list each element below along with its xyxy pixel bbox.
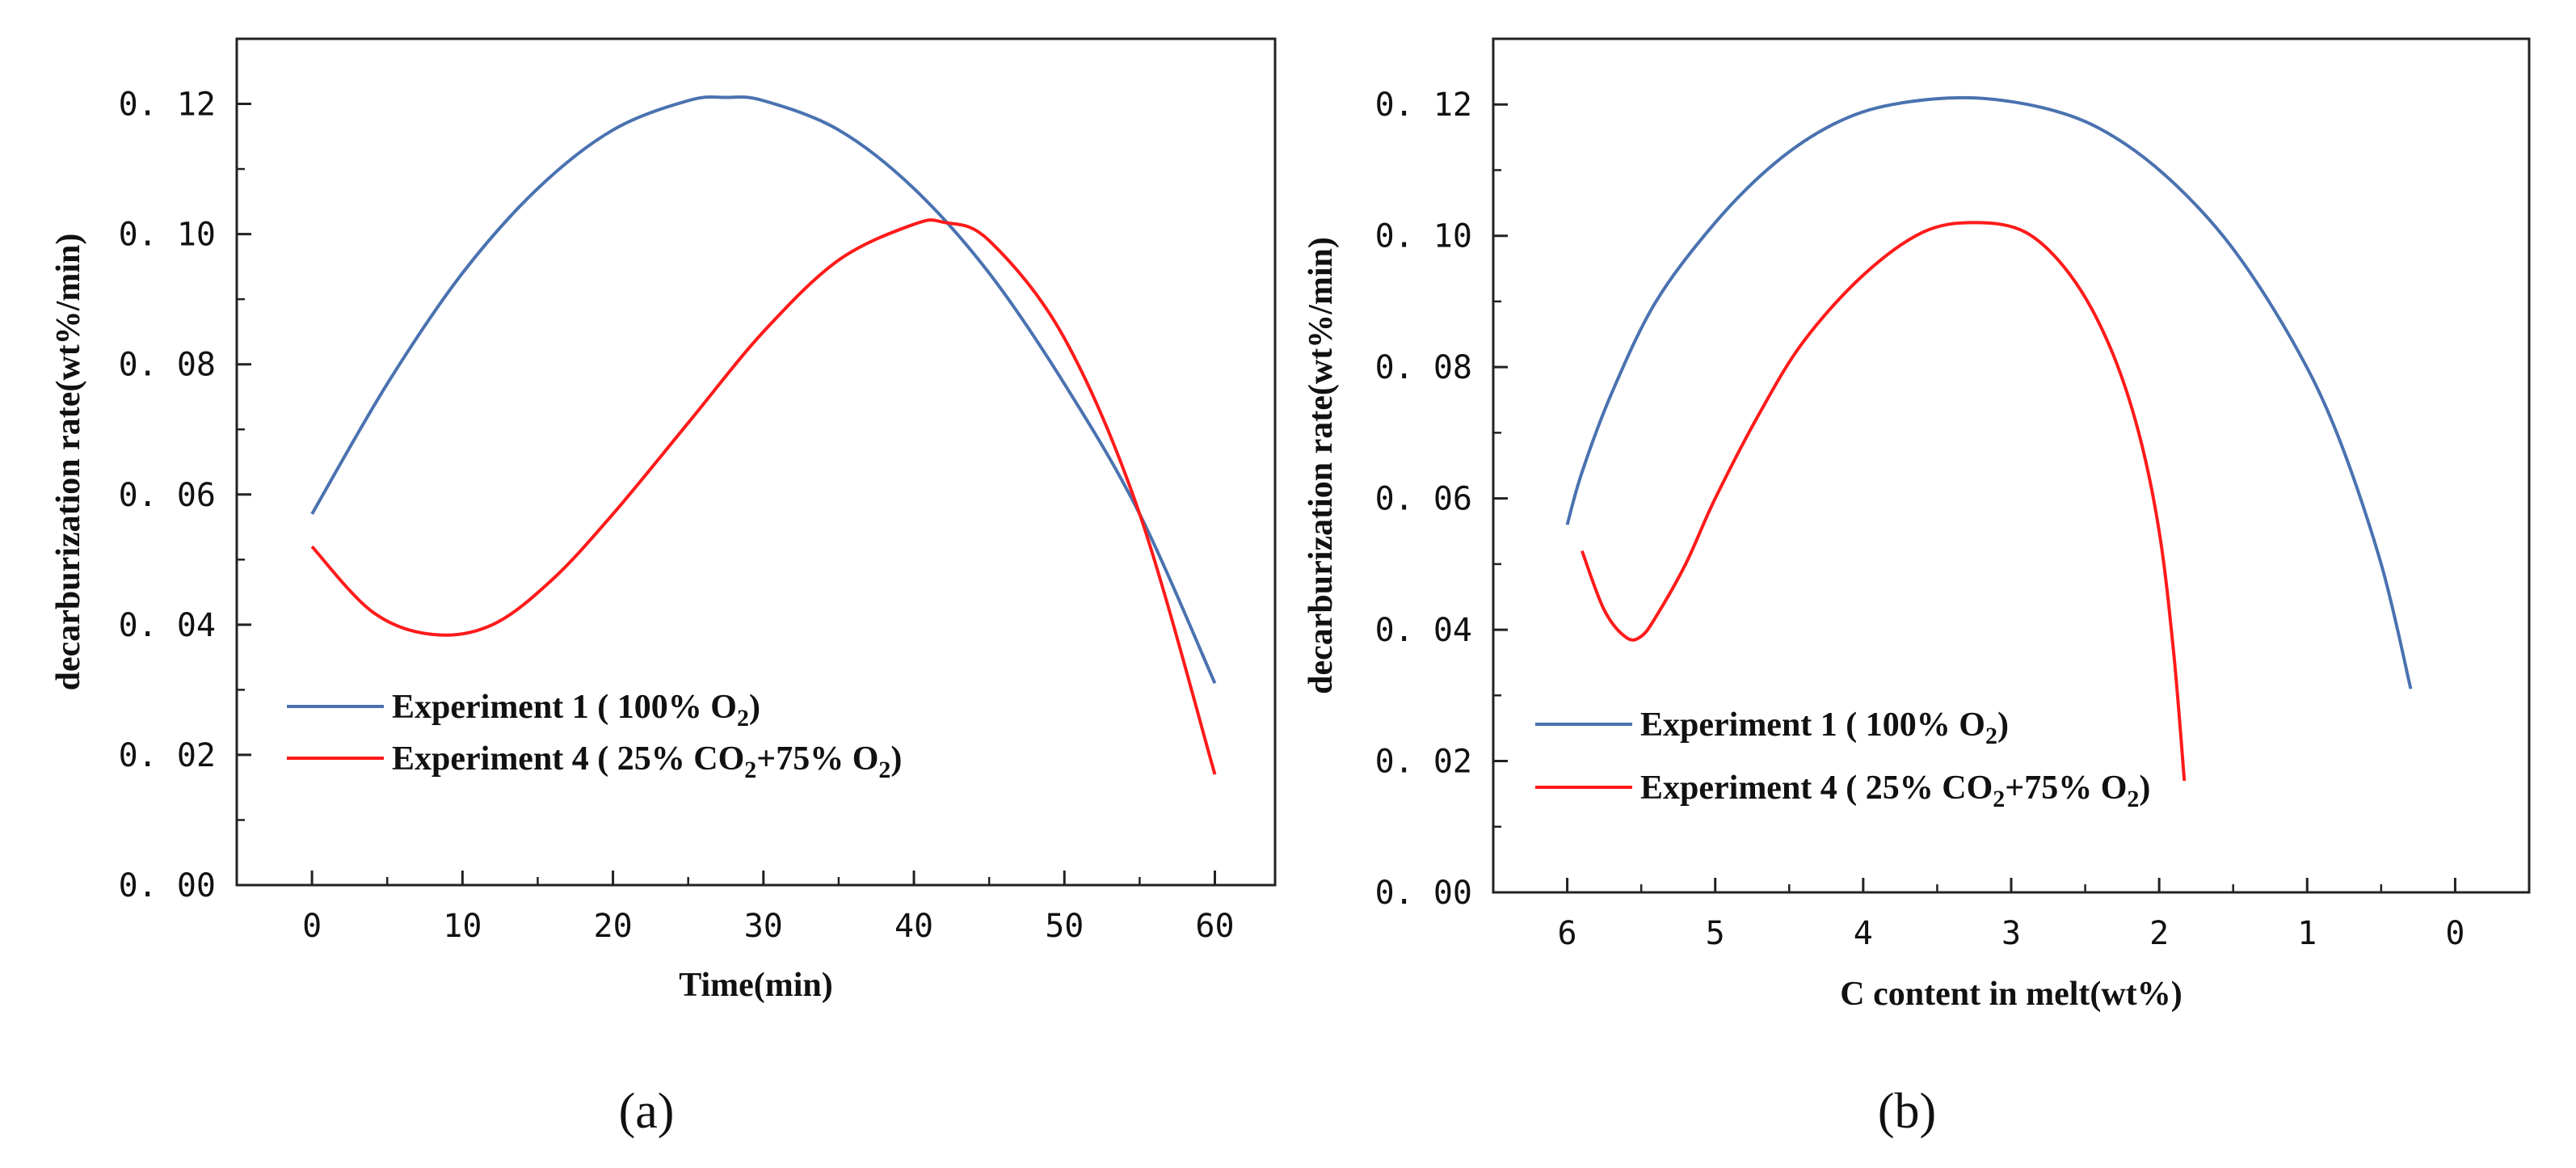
panel-a-series-2-line	[310, 218, 1217, 775]
panel-b-x-tick-label: 3	[2001, 915, 2021, 952]
panel-b-legend-entry-2: Experiment 4 ( 25% CO2+75% O2)	[1640, 770, 2150, 812]
panel-a-y-axis-label: decarburization rate(wt%/min)	[50, 234, 87, 691]
panel-a-y-tick-label: 0. 06	[119, 477, 216, 514]
panel-a-x-tick-label: 0	[302, 908, 322, 945]
panel-b-x-tick-label: 4	[1854, 915, 1873, 952]
panel-b-chart: 0. 00 0. 02 0. 04 0. 06 0. 08 0. 10 0. 12 6 5 4 3 2…	[1303, 37, 2531, 1139]
panel-a-y-tick-label: 0. 04	[119, 607, 216, 644]
panel-a-chart: 0. 00 0. 02 0. 04 0. 06 0. 08 0. 10 0. 12 0 10 20…	[50, 37, 1277, 1139]
panel-b-y-tick-label: 0. 00	[1375, 875, 1472, 912]
panel-b-x-tick-label: 6	[1558, 915, 1577, 952]
panel-a-panel-label: (a)	[619, 1084, 675, 1139]
panel-a-legend-entry-1: Experiment 1 ( 100% O2)	[392, 689, 760, 732]
panel-b-x-tick-label: 1	[2297, 915, 2317, 952]
panel-a-series-1-line	[310, 95, 1217, 685]
panel-a-y-tick-label: 0. 02	[119, 737, 216, 774]
panel-a-plot-frame	[235, 37, 1277, 887]
panel-b-y-axis-label: decarburization rate(wt%/min)	[1303, 237, 1340, 694]
panel-b-legend-entry-1: Experiment 1 ( 100% O2)	[1640, 706, 2009, 749]
panel-b-x-tick-label: 2	[2149, 915, 2169, 952]
panel-a-legend-entry-2: Experiment 4 ( 25% CO2+75% O2)	[392, 740, 902, 783]
panel-a-x-tick-label: 10	[443, 908, 482, 945]
panel-a-y-tick-label: 0. 12	[119, 86, 216, 124]
panel-a-y-tick-label: 0. 00	[119, 867, 216, 904]
panel-b-series-1-line	[1565, 95, 2413, 689]
panel-b-y-tick-label: 0. 02	[1375, 744, 1472, 781]
panel-b-x-tick-label: 0	[2445, 915, 2464, 952]
panel-b-y-tick-label: 0. 12	[1375, 86, 1472, 124]
panel-a-x-tick-label: 30	[744, 908, 783, 945]
panel-b-y-tick-label: 0. 08	[1375, 349, 1472, 386]
panel-a-x-tick-label: 50	[1045, 908, 1084, 945]
panel-a-y-tick-label: 0. 08	[119, 347, 216, 384]
panel-b-plot-frame	[1492, 37, 2531, 894]
panel-b-panel-label: (b)	[1878, 1084, 1936, 1139]
panel-b-x-axis-label: C content in melt(wt%)	[1840, 976, 2182, 1013]
panel-b-series-2-line	[1581, 221, 2187, 782]
panel-b-x-tick-label: 5	[1706, 915, 1725, 952]
panel-a-x-axis-label: Time(min)	[679, 967, 833, 1004]
panel-b-y-tick-label: 0. 06	[1375, 481, 1472, 518]
panel-a-x-tick-label: 40	[894, 908, 933, 945]
panel-a-x-tick-label: 60	[1195, 908, 1234, 945]
panel-a-y-tick-label: 0. 10	[119, 217, 216, 254]
panel-b-y-tick-label: 0. 10	[1375, 218, 1472, 255]
panel-b-y-tick-label: 0. 04	[1375, 612, 1472, 649]
panel-a-x-tick-label: 20	[593, 908, 632, 945]
